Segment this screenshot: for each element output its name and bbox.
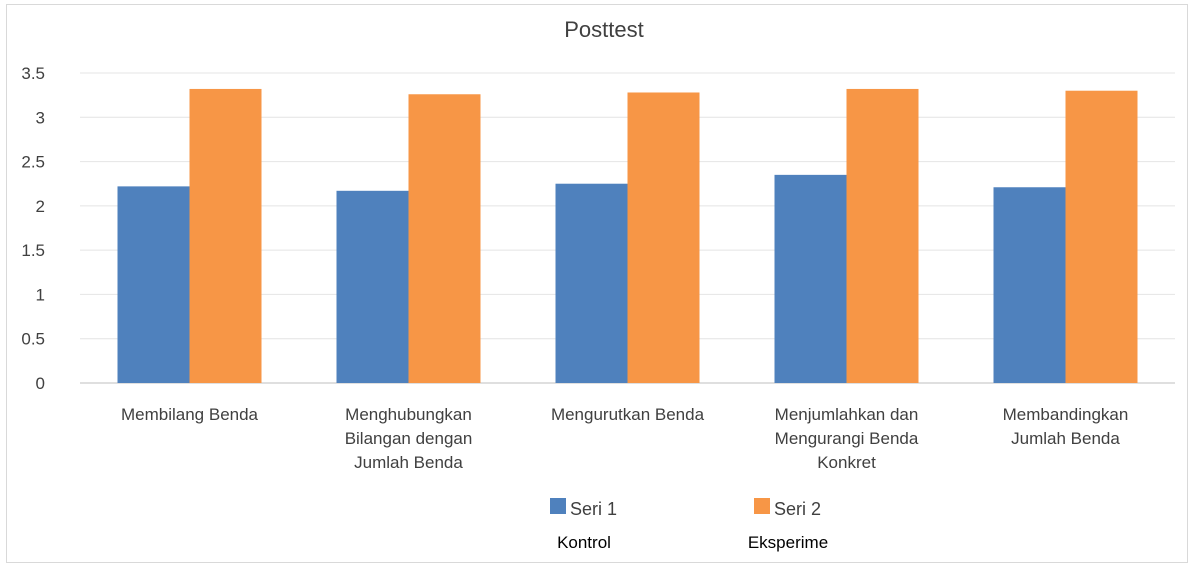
bar-seri-2: [627, 92, 700, 383]
y-tick-label: 2: [36, 197, 45, 216]
bar-seri-1: [993, 187, 1066, 383]
x-category-label: Membilang Benda: [121, 405, 259, 424]
x-category-label: Mengurutkan Benda: [551, 405, 705, 424]
chart-title: Posttest: [564, 17, 643, 42]
x-category-label: Menjumlahkan dan Mengurangi Benda Konkret: [775, 405, 919, 472]
y-tick-label: 3: [36, 108, 45, 127]
bar-seri-2: [846, 88, 919, 383]
x-category-label: Membandingkan Jumlah Benda: [1003, 405, 1129, 448]
bar-seri-1: [774, 174, 847, 383]
bar-seri-2: [189, 88, 262, 383]
legend-swatch: [550, 498, 566, 514]
series2-note: Eksperime: [748, 533, 828, 552]
bar-seri-1: [117, 186, 190, 383]
y-tick-label: 0: [36, 374, 45, 393]
legend-label: Seri 1: [570, 499, 617, 519]
bar-seri-1: [336, 190, 409, 383]
x-category-label: Menghubungkan Bilangan dengan Jumlah Benda: [345, 405, 473, 472]
y-tick-label: 0.5: [21, 330, 45, 349]
bars: [117, 88, 1138, 383]
x-axis-categories: Membilang Benda Menghubungkan Bilangan den…: [121, 405, 1128, 472]
series1-note: Kontrol: [557, 533, 611, 552]
bar-seri-1: [555, 183, 628, 383]
y-tick-label: 2.5: [21, 153, 45, 172]
y-tick-label: 1.5: [21, 241, 45, 260]
legend-swatch: [754, 498, 770, 514]
y-tick-label: 3.5: [21, 64, 45, 83]
bar-seri-2: [1065, 90, 1138, 383]
legend-label: Seri 2: [774, 499, 821, 519]
y-axis-ticks: 0 0.5 1 1.5 2 2.5 3 3.5: [21, 64, 45, 393]
bar-seri-2: [408, 94, 481, 383]
y-tick-label: 1: [36, 285, 45, 304]
legend: Seri 1 Seri 2: [550, 498, 821, 519]
